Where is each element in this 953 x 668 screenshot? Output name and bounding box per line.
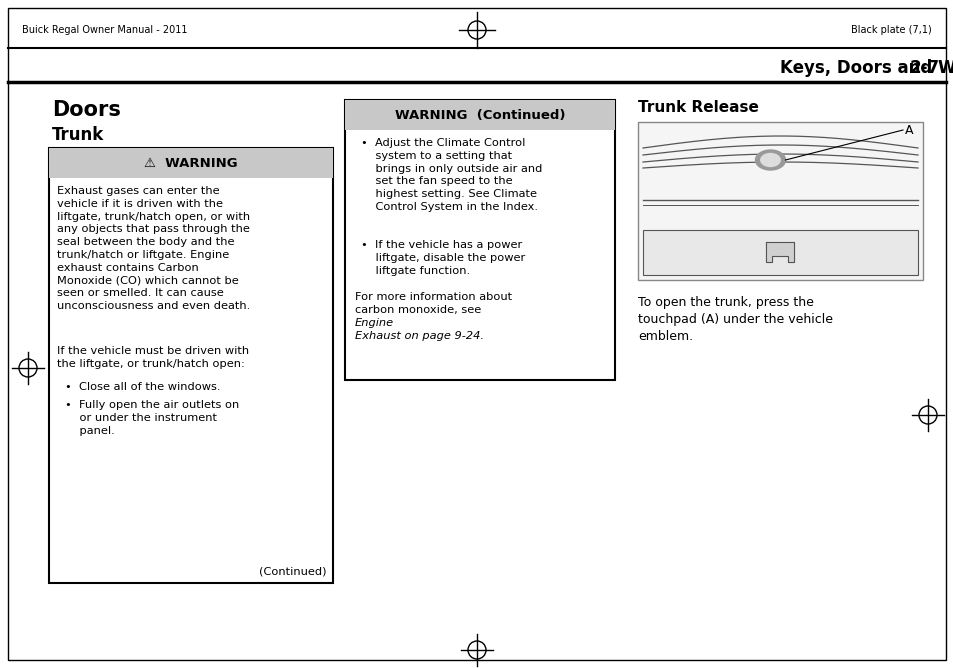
Text: For more information about
carbon monoxide, see: For more information about carbon monoxi… bbox=[355, 292, 512, 315]
Text: Engine
Exhaust on page 9-24.: Engine Exhaust on page 9-24. bbox=[355, 318, 483, 341]
Ellipse shape bbox=[760, 154, 780, 166]
Text: If the vehicle must be driven with
the liftgate, or trunk/hatch open:: If the vehicle must be driven with the l… bbox=[57, 346, 249, 369]
Text: •  Close all of the windows.: • Close all of the windows. bbox=[65, 382, 220, 392]
Text: Keys, Doors and Windows: Keys, Doors and Windows bbox=[780, 59, 953, 77]
Bar bbox=[345, 100, 615, 380]
Text: •  Adjust the Climate Control
    system to a setting that
    brings in only ou: • Adjust the Climate Control system to a… bbox=[360, 138, 542, 212]
Text: Trunk: Trunk bbox=[52, 126, 104, 144]
Bar bbox=[642, 230, 917, 275]
Ellipse shape bbox=[755, 150, 784, 170]
Bar bbox=[638, 122, 923, 280]
Text: Buick Regal Owner Manual - 2011: Buick Regal Owner Manual - 2011 bbox=[22, 25, 188, 35]
Bar bbox=[49, 148, 333, 178]
Text: 2-7: 2-7 bbox=[909, 59, 939, 77]
Bar bbox=[49, 148, 333, 583]
Text: WARNING  (Continued): WARNING (Continued) bbox=[395, 108, 565, 122]
Text: Exhaust gases can enter the
vehicle if it is driven with the
liftgate, trunk/hat: Exhaust gases can enter the vehicle if i… bbox=[57, 186, 250, 311]
Text: ⚠  WARNING: ⚠ WARNING bbox=[144, 156, 237, 170]
Text: Trunk Release: Trunk Release bbox=[638, 100, 758, 115]
Text: •  If the vehicle has a power
    liftgate, disable the power
    liftgate funct: • If the vehicle has a power liftgate, d… bbox=[360, 240, 525, 276]
Text: To open the trunk, press the
touchpad (A) under the vehicle
emblem.: To open the trunk, press the touchpad (A… bbox=[638, 296, 832, 343]
Text: Doors: Doors bbox=[52, 100, 121, 120]
Bar bbox=[345, 100, 615, 130]
Polygon shape bbox=[765, 242, 794, 262]
Text: A: A bbox=[904, 124, 913, 136]
Text: Black plate (7,1): Black plate (7,1) bbox=[850, 25, 931, 35]
Text: •  Fully open the air outlets on
    or under the instrument
    panel.: • Fully open the air outlets on or under… bbox=[65, 400, 239, 436]
Text: (Continued): (Continued) bbox=[259, 567, 327, 577]
